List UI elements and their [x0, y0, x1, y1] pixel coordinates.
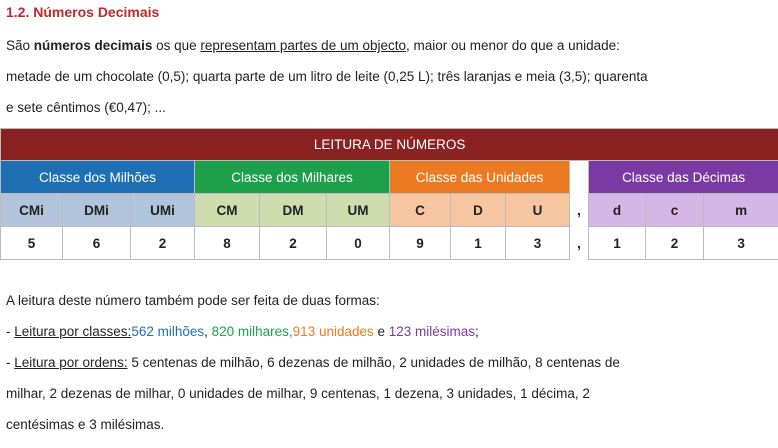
intro-line-2: metade de um chocolate (0,5); quarta par… [6, 69, 648, 84]
value-cell: 1 [450, 226, 506, 260]
value-cell: 2 [259, 226, 327, 260]
header-cell: d [588, 193, 646, 227]
class-units: Classe das Unidades [389, 160, 570, 194]
header-cell: DM [259, 193, 327, 227]
value-cell: , [569, 226, 589, 260]
intro-line-1: São números decimais os que representam … [6, 38, 620, 53]
thousands: 820 milhares, [211, 324, 293, 339]
value-cell: 3 [505, 226, 570, 260]
thousandths: 123 milésimas [388, 324, 476, 339]
class-millions: Classe dos Milhões [0, 160, 195, 194]
header-cell: D [450, 193, 506, 227]
header-cell: C [389, 193, 451, 227]
reading-intro: A leitura deste número também pode ser f… [6, 293, 380, 308]
bold-term: números decimais [33, 38, 153, 53]
header-cell: , [569, 193, 589, 227]
value-cell: 9 [389, 226, 451, 260]
value-cell: 5 [0, 226, 63, 260]
label: Leitura por classes: [14, 324, 132, 339]
table-title: LEITURA DE NÚMEROS [0, 128, 778, 161]
class-decimals: Classe das Décimas [587, 160, 778, 194]
reading-by-orders-2: milhar, 2 dezenas de milhar, 0 unidades … [6, 386, 590, 401]
value-cell: 3 [702, 226, 778, 260]
text: os que [152, 38, 201, 53]
header-cell: c [645, 193, 704, 227]
units: 913 unidades [292, 324, 374, 339]
value-cell: 6 [62, 226, 131, 260]
reading-by-orders-1: - Leitura por ordens: 5 centenas de milh… [6, 355, 620, 370]
header-cell: UM [326, 193, 390, 227]
reading-by-classes: - Leitura por classes:562 milhões, 820 m… [6, 324, 479, 339]
section-heading: 1.2. Números Decimais [6, 4, 160, 20]
header-cell: DMi [62, 193, 131, 227]
reading-by-orders-3: centésimas e 3 milésimas. [6, 417, 165, 432]
header-cell: U [505, 193, 570, 227]
header-cell: m [702, 193, 778, 227]
underlined-text: representam partes de um objecto [200, 38, 406, 53]
class-thousands: Classe dos Milhares [194, 160, 390, 194]
value-cell: 2 [645, 226, 704, 260]
text: 5 centenas de milhão, 6 dezenas de milhã… [127, 355, 620, 370]
value-cell: 1 [588, 226, 646, 260]
dash: - [6, 324, 15, 339]
dash: - [6, 355, 15, 370]
header-cell: UMi [130, 193, 195, 227]
text: São [6, 38, 34, 53]
sep: ; [475, 324, 479, 339]
intro-line-3: e sete cêntimos (€0,47); ... [6, 100, 166, 115]
header-cell: CMi [0, 193, 63, 227]
value-cell: 8 [194, 226, 260, 260]
number-reading-table: LEITURA DE NÚMEROS Classe dos Milhões Cl… [0, 128, 778, 260]
value-cell: 0 [326, 226, 390, 260]
value-cell: 2 [130, 226, 195, 260]
sep: , [204, 324, 212, 339]
separator [569, 160, 589, 194]
sep: e [373, 324, 389, 339]
header-cell: CM [194, 193, 260, 227]
text: , maior ou menor do que a unidade: [406, 38, 620, 53]
label: Leitura por ordens: [14, 355, 128, 370]
millions: 562 milhões [131, 324, 205, 339]
